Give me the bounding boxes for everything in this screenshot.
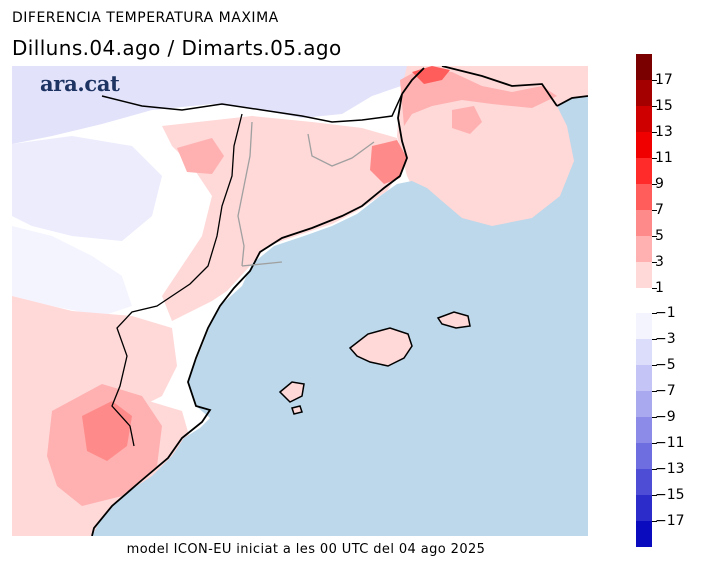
legend-positive-tick	[652, 236, 657, 237]
legend-negative-label: −3	[655, 331, 676, 347]
legend-positive-swatch	[636, 210, 652, 236]
temperature-map: ara.cat	[12, 66, 588, 536]
legend-positive-tick	[652, 132, 657, 133]
legend-positive-swatch	[636, 54, 652, 80]
legend-positive-label: 9	[655, 176, 664, 192]
legend-positive-tick	[652, 158, 657, 159]
legend-negative-swatch	[636, 313, 652, 339]
legend-positive-swatch	[636, 132, 652, 158]
legend-positive-tick	[652, 80, 657, 81]
legend-negative-swatch	[636, 365, 652, 391]
ara-cat-logo: ara.cat	[40, 71, 120, 96]
legend-negative-tick	[652, 469, 657, 470]
cold-zone-west	[12, 226, 132, 316]
legend-negative-swatch	[636, 339, 652, 365]
legend-negative-swatch	[636, 495, 652, 521]
legend-negative-label: −17	[655, 513, 685, 529]
legend-negative-tick	[652, 339, 657, 340]
hot-zone-east-france	[452, 106, 482, 134]
legend-positive-tick	[652, 288, 657, 289]
legend-negative-tick	[652, 495, 657, 496]
legend-negative-swatch	[636, 417, 652, 443]
hot-zone-north-coast	[400, 68, 557, 126]
legend-positive-label: 17	[655, 72, 673, 88]
legend-positive-label: 7	[655, 202, 664, 218]
legend-negative-tick	[652, 443, 657, 444]
legend-positive-tick	[652, 184, 657, 185]
legend-positive-swatch	[636, 106, 652, 132]
legend-positive-label: 13	[655, 124, 673, 140]
legend-negative-tick	[652, 417, 657, 418]
cold-zone-northwest	[12, 136, 162, 241]
map-subtitle: Dilluns.04.ago / Dimarts.05.ago	[12, 36, 342, 60]
warm-zone-catalonia	[162, 116, 404, 321]
legend-positive-swatch	[636, 236, 652, 262]
coastline-north	[401, 66, 558, 107]
legend-positive-swatch	[636, 80, 652, 106]
legend-positive-tick	[652, 210, 657, 211]
legend-negative-swatch	[636, 443, 652, 469]
legend-negative-label: −13	[655, 461, 685, 477]
legend-positive-label: 1	[655, 280, 664, 296]
hot-zone-southwest-core	[82, 401, 132, 461]
sea	[92, 96, 588, 536]
legend-negative-label: −11	[655, 435, 685, 451]
hot-zone-interior	[177, 138, 224, 174]
legend-negative-label: −9	[655, 409, 676, 425]
legend-negative-label: −5	[655, 357, 676, 373]
legend-negative-tick	[652, 313, 657, 314]
legend-positive-tick	[652, 262, 657, 263]
island-mallorca	[348, 327, 413, 367]
legend-negative-swatch	[636, 521, 652, 547]
legend-positive-swatch	[636, 262, 652, 288]
coastline	[91, 93, 588, 536]
island-eivissa	[278, 381, 305, 403]
model-footer: model ICON-EU iniciat a les 00 UTC del 0…	[126, 542, 486, 557]
border-andorra-provinces	[237, 121, 375, 267]
color-legend: 17 15 13 11 9 7 5 3 1 −1 −3 −5 −7 −9 −11 −13 −15 −17	[636, 0, 705, 572]
border-france-spain	[101, 93, 403, 123]
legend-negative-tick	[652, 521, 657, 522]
legend-negative-tick	[652, 391, 657, 392]
map-title: DIFERENCIA TEMPERATURA MAXIMA	[12, 10, 279, 26]
legend-positive-swatch	[636, 184, 652, 210]
cold-zone-north	[12, 66, 422, 144]
legend-positive-label: 5	[655, 228, 664, 244]
legend-negative-label: −7	[655, 383, 676, 399]
warm-zone-inland	[12, 296, 177, 411]
map-canvas	[12, 66, 588, 536]
legend-negative-label: −1	[655, 305, 676, 321]
border-catalonia-aragon	[111, 113, 243, 447]
legend-negative-swatch	[636, 391, 652, 417]
legend-negative-label: −15	[655, 487, 685, 503]
legend-negative-swatch	[636, 469, 652, 495]
legend-positive-tick	[652, 106, 657, 107]
legend-positive-swatch	[636, 158, 652, 184]
island-menorca	[436, 311, 471, 329]
legend-positive-label: 15	[655, 98, 673, 114]
hot-zone-emporda	[370, 140, 407, 184]
legend-positive-label: 11	[655, 150, 673, 166]
island-formentera	[291, 405, 303, 415]
legend-positive-label: 3	[655, 254, 664, 270]
legend-negative-tick	[652, 365, 657, 366]
